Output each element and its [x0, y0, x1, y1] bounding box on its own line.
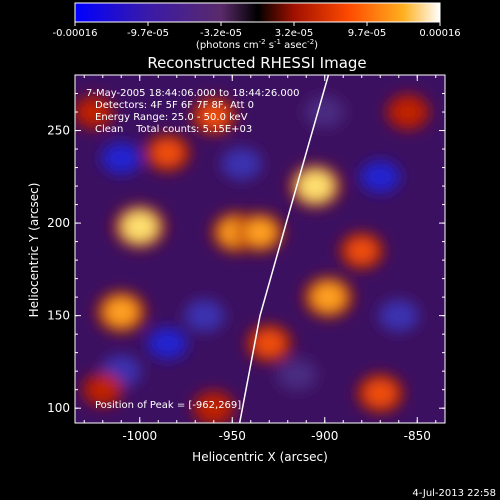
colorbar — [74, 2, 441, 23]
hot-spot — [152, 139, 183, 167]
annotation-energy: Energy Range: 25.0 - 50.0 keV — [95, 112, 248, 123]
cold-spot — [277, 358, 317, 391]
cold-spot — [147, 327, 188, 360]
hot-spot — [122, 211, 158, 243]
y-axis: 100 150 200 250 — [47, 93, 445, 415]
hot-spot — [104, 297, 139, 327]
hot-spot — [199, 395, 228, 421]
hot-spot — [79, 100, 108, 124]
annotation-detectors: Detectors: 4F 5F 6F 7F 8F, Att 0 — [95, 100, 254, 111]
y-tick-label: 250 — [47, 124, 70, 138]
y-tick-label: 100 — [47, 401, 70, 415]
x-tick-label: -900 — [311, 429, 338, 443]
hot-spot — [393, 99, 423, 125]
x-axis: -1000 -950 -900 -850 — [83, 75, 437, 443]
image-area — [75, 75, 445, 423]
hot-spot — [89, 377, 117, 402]
intensity-map — [75, 94, 430, 423]
annotation-peak-position: Position of Peak = [-962,269] — [95, 400, 241, 411]
plot-frame — [74, 74, 446, 424]
chart-title: Reconstructed RHESSI Image — [147, 54, 366, 72]
x-axis-label: Heliocentric X (arcsec) — [192, 450, 328, 464]
colorbar-tick-label: -9.7e-05 — [127, 28, 169, 39]
colorbar-units: (photons cm-2 s-1 asec-2) — [196, 38, 318, 51]
colorbar-ticks: -0.00016 -9.7e-05 -3.2e-05 3.2e-05 9.7e-05 0.… — [53, 22, 461, 39]
cold-spot — [378, 299, 419, 332]
hot-spot — [297, 170, 334, 202]
hot-spot — [244, 218, 276, 247]
cold-spot — [221, 147, 262, 180]
footer-timestamp: 4-Jul-2013 22:58 — [412, 488, 496, 499]
cold-spot — [304, 96, 345, 129]
solar-limb-curve — [238, 75, 330, 423]
cold-spot — [101, 142, 142, 175]
annotation-clean-counts: Clean Total counts: 5.15E+03 — [95, 124, 252, 135]
x-tick-label: -1000 — [122, 429, 157, 443]
colorbar-tick-label: 3.2e-05 — [275, 28, 313, 39]
colorbar-tick-label: -3.2e-05 — [200, 28, 242, 39]
hot-spot — [311, 282, 346, 312]
cold-spot — [184, 299, 225, 332]
cold-spot — [360, 160, 401, 193]
y-axis-label: Heliocentric Y (arcsec) — [27, 183, 41, 318]
y-tick-label: 200 — [47, 216, 70, 230]
colorbar-tick-label: 9.7e-05 — [348, 28, 386, 39]
colorbar-tick-label: 0.00016 — [419, 28, 460, 39]
x-tick-label: -950 — [219, 429, 246, 443]
annotation-time-range: 7-May-2005 18:44:06.000 to 18:44:26.000 — [86, 88, 299, 99]
hot-spot — [346, 237, 377, 264]
hot-spot — [364, 379, 396, 408]
hot-spot — [254, 330, 285, 357]
x-tick-label: -850 — [404, 429, 431, 443]
hot-spot — [198, 102, 229, 129]
y-tick-label: 150 — [47, 309, 70, 323]
colorbar-tick-label: -0.00016 — [53, 28, 98, 39]
